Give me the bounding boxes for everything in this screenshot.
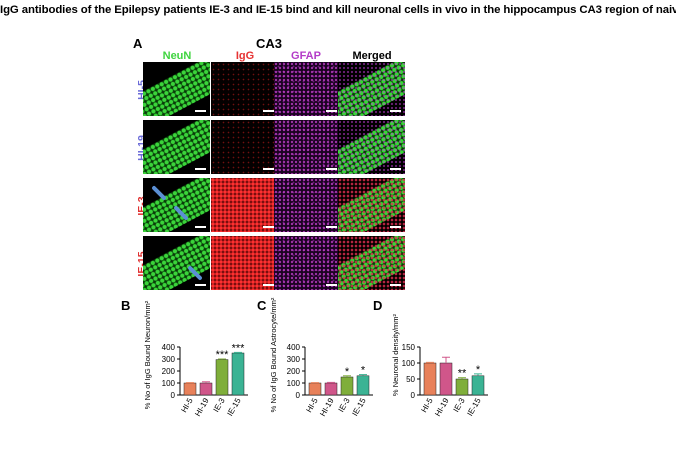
bar: [324, 382, 338, 396]
category-label: HI-19: [433, 396, 451, 418]
region-label: CA3: [256, 36, 283, 51]
micrograph-ie15-gfap: [274, 236, 341, 290]
y-tick-label: 150: [402, 343, 416, 352]
category-label: HI-19: [318, 396, 336, 418]
category-label: HI-5: [304, 396, 320, 414]
category-label: HI-19: [193, 396, 211, 418]
scale-bar: [390, 226, 401, 228]
micrograph-ie3-merged: [338, 178, 405, 232]
scale-bar: [263, 284, 274, 286]
y-tick-label: 50: [406, 375, 415, 384]
y-tick-label: 400: [287, 343, 301, 352]
scale-bar: [195, 284, 206, 286]
category-label: HI-5: [179, 396, 195, 414]
micrograph-hi5-merged: [338, 62, 405, 116]
category-label: IE-15: [465, 396, 483, 418]
scale-bar: [195, 110, 206, 112]
micrograph-ie3-igg: [211, 178, 278, 232]
y-tick-label: 200: [162, 367, 176, 376]
micrograph-hi19-neun: [143, 120, 210, 174]
bar: [183, 382, 197, 396]
micrograph-ie15-neun: [143, 236, 210, 290]
bar: [199, 382, 213, 396]
scale-bar: [390, 168, 401, 170]
category-label: IE-3: [337, 396, 352, 414]
micrograph-hi19-merged: [338, 120, 405, 174]
category-label: HI-5: [419, 396, 435, 414]
panel-b-letter: B: [121, 298, 131, 313]
micrograph-ie15-merged: [338, 236, 405, 290]
y-tick-label: 300: [162, 355, 176, 364]
category-label: IE-3: [452, 396, 467, 414]
micrograph-hi5-igg: [211, 62, 278, 116]
bar: [471, 375, 485, 396]
micrograph-ie3-neun: [143, 178, 210, 232]
column-header-gfap: GFAP: [291, 50, 321, 62]
scale-bar: [263, 168, 274, 170]
scale-bar: [326, 168, 337, 170]
scale-bar: [195, 168, 206, 170]
bar: [231, 352, 245, 396]
bar: [340, 376, 354, 396]
figure-title: IgG antibodies of the Epilepsy patients …: [0, 4, 676, 16]
column-header-igg: IgG: [235, 50, 255, 62]
y-tick-label: 0: [296, 391, 301, 400]
micrograph-hi19-igg: [211, 120, 278, 174]
y-tick-label: 0: [411, 391, 416, 400]
scale-bar: [390, 284, 401, 286]
panel-c-letter: C: [257, 298, 267, 313]
significance-marker: *: [361, 365, 366, 377]
y-axis-label: % No of IgG Bound Astrocyte/mm²: [269, 297, 278, 412]
significance-marker: *: [476, 364, 481, 376]
y-tick-label: 400: [162, 343, 176, 352]
scale-bar: [326, 284, 337, 286]
scale-bar: [263, 226, 274, 228]
scale-bar: [326, 226, 337, 228]
significance-marker: ***: [216, 349, 230, 361]
y-tick-label: 100: [402, 359, 416, 368]
bar: [308, 382, 322, 396]
bar: [455, 378, 469, 396]
y-axis-label: % No of IgG Bound Neuron/mm²: [143, 300, 152, 409]
y-axis-label: % Neuronal density/mm²: [391, 313, 400, 396]
y-tick-label: 100: [287, 379, 301, 388]
micrograph-hi19-gfap: [274, 120, 341, 174]
bar: [439, 362, 453, 396]
significance-marker: **: [458, 368, 467, 380]
y-tick-label: 100: [162, 379, 176, 388]
significance-marker: *: [345, 366, 350, 378]
significance-marker: ***: [232, 342, 246, 354]
column-header-merged: Merged: [352, 50, 392, 62]
column-header-neun: NeuN: [162, 50, 192, 62]
scale-bar: [263, 110, 274, 112]
panel-d-letter: D: [373, 298, 383, 313]
y-tick-label: 300: [287, 355, 301, 364]
bar: [356, 375, 370, 396]
scale-bar: [195, 226, 206, 228]
bar: [215, 359, 229, 396]
micrograph-hi5-gfap: [274, 62, 341, 116]
y-tick-label: 0: [171, 391, 176, 400]
y-tick-label: 200: [287, 367, 301, 376]
bar: [423, 362, 437, 396]
panel-a-letter: A: [133, 36, 143, 51]
category-label: IE-3: [212, 396, 227, 414]
scale-bar: [326, 110, 337, 112]
category-label: IE-15: [350, 396, 368, 418]
category-label: IE-15: [225, 396, 243, 418]
micrograph-ie3-gfap: [274, 178, 341, 232]
scale-bar: [390, 110, 401, 112]
micrograph-ie15-igg: [211, 236, 278, 290]
micrograph-hi5-neun: [143, 62, 210, 116]
